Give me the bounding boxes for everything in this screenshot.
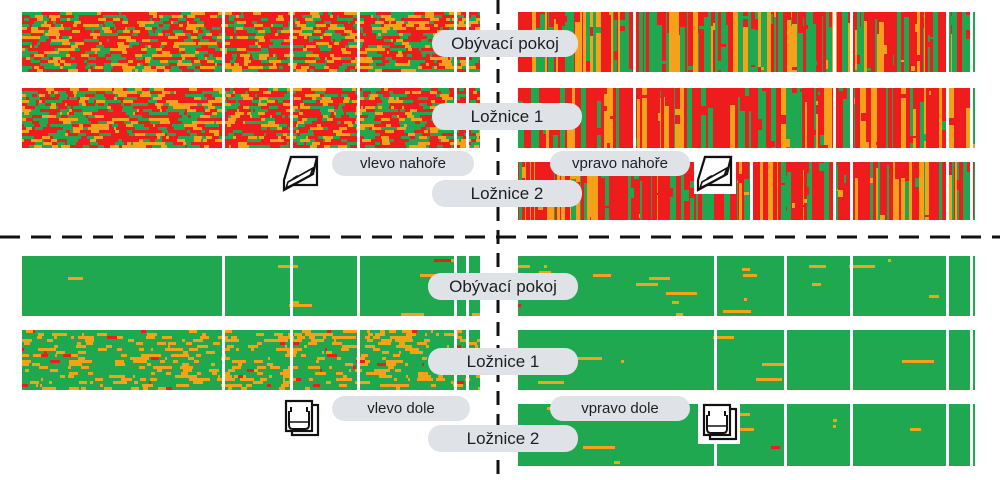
label-top-left: vlevo nahoře (332, 151, 474, 176)
label-top-bedroom2: Ložnice 2 (432, 180, 582, 207)
label-top-bedroom1: Ložnice 1 (432, 103, 582, 130)
strip-top-right-living-room (518, 12, 975, 72)
strip-bottom-right-living-room (518, 256, 975, 316)
open-window-icon (280, 398, 322, 440)
label-top-right: vpravo nahoře (550, 151, 690, 176)
label-bottom-right: vpravo dole (550, 396, 690, 421)
strip-top-left-bedroom1 (22, 88, 480, 148)
horizontal-divider (0, 235, 1000, 239)
strip-bottom-left-bedroom1 (22, 330, 480, 390)
vertical-divider (496, 0, 500, 480)
label-top-living-room: Obývací pokoj (432, 30, 578, 57)
strip-top-right-bedroom1 (518, 88, 975, 148)
label-bottom-bedroom1: Ložnice 1 (428, 348, 578, 375)
label-bottom-living-room: Obývací pokoj (428, 273, 578, 300)
strip-top-left-living-room (22, 12, 480, 72)
strip-bottom-left-living-room (22, 256, 480, 316)
label-bottom-bedroom2: Ložnice 2 (428, 425, 578, 452)
open-window-icon (698, 402, 740, 444)
strip-bottom-right-bedroom1 (518, 330, 975, 390)
label-bottom-left: vlevo dole (332, 396, 470, 421)
tilted-window-icon (694, 152, 736, 194)
tilted-window-icon (280, 152, 322, 194)
